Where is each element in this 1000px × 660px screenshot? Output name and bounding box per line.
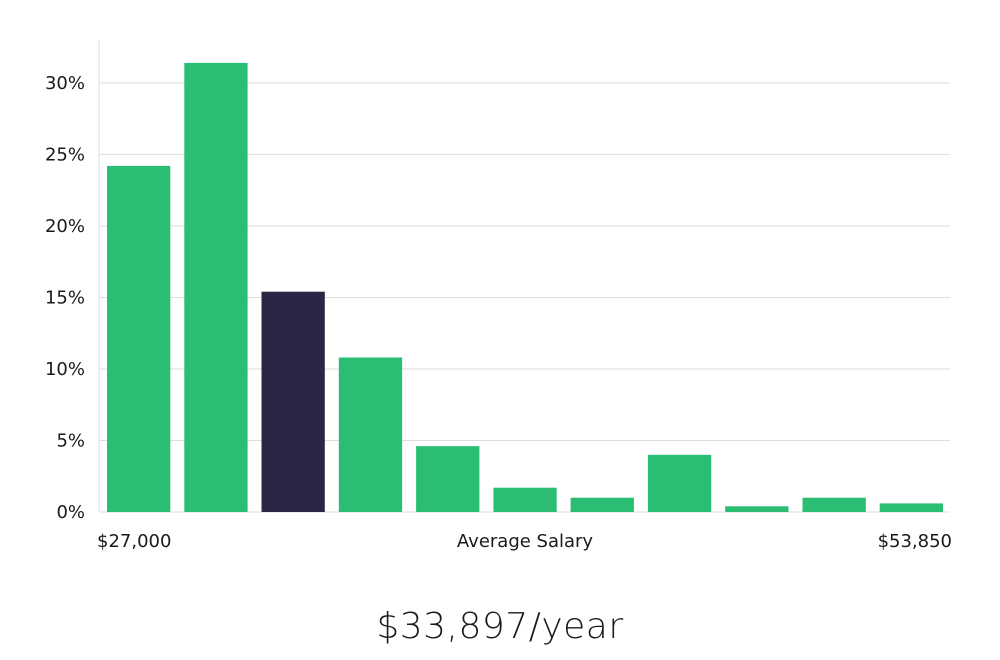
y-tick-label: 25% — [45, 144, 85, 165]
bar — [879, 503, 943, 512]
bar — [570, 497, 634, 512]
y-tick-label: 15% — [45, 287, 85, 308]
bar — [184, 62, 248, 513]
y-tick-label: 0% — [56, 502, 85, 523]
bar-highlighted — [261, 291, 325, 512]
bar — [647, 454, 712, 512]
y-tick-label: 5% — [56, 430, 85, 451]
bar — [107, 165, 171, 512]
salary-histogram: 0% 5% 10% 15% 20% 25% 30% $27,000 Average Sala… — [45, 40, 952, 552]
x-axis-title: Average Salary — [457, 531, 594, 552]
bar — [802, 497, 866, 512]
y-tick-label: 20% — [45, 216, 85, 237]
y-tick-label: 10% — [45, 359, 85, 380]
x-axis-max-label: $53,850 — [878, 531, 952, 552]
x-axis-min-label: $27,000 — [97, 531, 171, 552]
bar — [725, 506, 789, 512]
bar — [493, 487, 557, 512]
average-salary-headline: $33,897/year — [376, 606, 624, 647]
y-axis-ticks: 0% 5% 10% 15% 20% 25% 30% — [45, 73, 85, 523]
bar — [416, 446, 480, 512]
bar — [338, 357, 403, 512]
bars — [107, 62, 943, 513]
y-tick-label: 30% — [45, 73, 85, 94]
